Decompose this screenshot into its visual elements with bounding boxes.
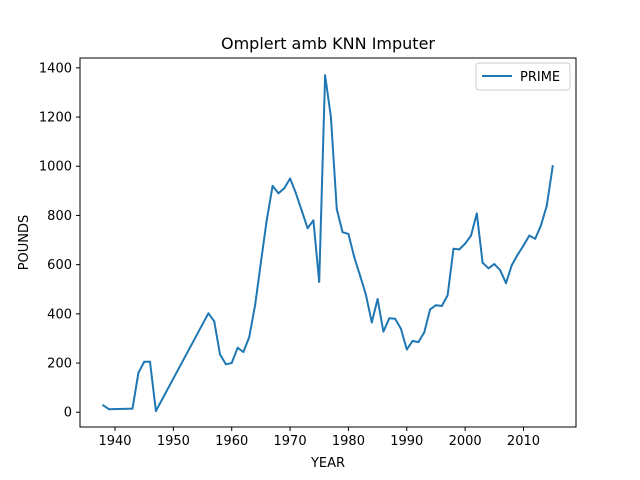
data-point xyxy=(510,264,513,267)
data-point xyxy=(394,317,397,320)
data-point xyxy=(376,298,379,301)
x-tick-label: 1970 xyxy=(274,434,307,449)
data-point xyxy=(545,204,548,207)
data-point xyxy=(265,219,268,222)
data-point xyxy=(271,184,274,187)
data-point xyxy=(487,267,490,270)
legend-label: PRIME xyxy=(520,70,560,85)
x-tick-label: 2000 xyxy=(449,434,482,449)
plot-area xyxy=(101,74,554,412)
data-point xyxy=(470,234,472,237)
data-point xyxy=(505,282,507,285)
data-point xyxy=(452,247,455,250)
data-point xyxy=(499,269,502,272)
y-axis-label: POUNDS xyxy=(17,215,32,271)
data-point xyxy=(236,346,239,349)
data-point xyxy=(370,321,373,324)
data-point xyxy=(382,330,385,333)
y-tick-label: 200 xyxy=(47,357,72,372)
x-tick-label: 1940 xyxy=(98,434,131,449)
data-point xyxy=(481,261,484,264)
data-point xyxy=(534,237,537,240)
data-point xyxy=(551,165,554,168)
y-tick-label: 0 xyxy=(64,406,72,421)
data-point xyxy=(435,304,437,307)
plot-frame xyxy=(79,57,577,428)
data-point xyxy=(277,192,280,195)
data-point xyxy=(411,339,414,342)
data-point xyxy=(522,244,525,247)
y-tick-label: 1400 xyxy=(39,61,72,76)
x-tick-label: 2010 xyxy=(507,434,540,449)
y-axis: 0 200 400 600 800 1000 1200 1400 xyxy=(39,61,80,421)
data-point xyxy=(131,407,134,410)
data-point xyxy=(347,232,350,235)
x-tick-label: 1990 xyxy=(390,434,423,449)
data-point xyxy=(446,294,449,297)
data-point xyxy=(324,74,327,77)
data-point xyxy=(475,212,478,215)
data-point xyxy=(528,234,531,237)
data-point xyxy=(149,360,151,363)
data-point xyxy=(143,360,146,363)
chart-title: Omplert amb KNN Imputer xyxy=(221,34,435,53)
data-point xyxy=(213,320,216,323)
data-point xyxy=(429,308,432,311)
data-point xyxy=(335,208,338,211)
data-point xyxy=(219,353,221,356)
y-tick-label: 400 xyxy=(47,307,72,322)
data-point xyxy=(289,177,292,180)
data-point xyxy=(254,304,257,307)
data-point xyxy=(359,274,362,277)
data-point xyxy=(329,116,332,118)
data-point xyxy=(306,227,309,230)
data-point xyxy=(242,351,245,353)
data-point xyxy=(108,408,111,411)
data-point xyxy=(493,263,496,266)
data-point xyxy=(137,371,140,374)
data-point xyxy=(207,312,210,315)
data-point xyxy=(458,248,461,251)
data-point xyxy=(294,192,297,195)
data-point xyxy=(312,219,315,222)
data-point xyxy=(341,231,344,234)
data-point xyxy=(540,224,542,227)
data-point xyxy=(224,363,227,366)
x-tick-label: 1950 xyxy=(157,434,190,449)
legend: PRIME xyxy=(475,62,571,91)
data-point xyxy=(440,305,443,307)
data-point xyxy=(248,336,251,339)
data-point xyxy=(318,280,321,283)
data-point xyxy=(102,404,105,407)
data-point xyxy=(364,293,367,296)
data-point xyxy=(417,341,420,344)
x-tick-label: 1960 xyxy=(215,434,248,449)
data-point xyxy=(353,256,356,259)
data-point xyxy=(259,261,262,264)
data-point xyxy=(388,317,391,320)
data-point xyxy=(283,187,286,190)
data-point xyxy=(423,331,426,334)
x-axis: 1940 1950 1960 1970 1980 1990 2000 2010 xyxy=(98,427,540,449)
data-point xyxy=(405,348,408,351)
data-point xyxy=(300,209,303,212)
x-tick-label: 1980 xyxy=(332,434,365,449)
y-tick-label: 1000 xyxy=(39,160,72,175)
data-point xyxy=(464,242,467,245)
y-tick-label: 600 xyxy=(47,258,72,273)
y-tick-label: 800 xyxy=(47,209,72,224)
y-tick-label: 1200 xyxy=(39,111,72,126)
data-point xyxy=(399,327,402,330)
legend-box xyxy=(475,62,571,91)
data-point xyxy=(154,410,157,412)
data-point xyxy=(230,362,233,364)
data-point xyxy=(516,253,519,256)
x-axis-label: YEAR xyxy=(310,456,345,471)
